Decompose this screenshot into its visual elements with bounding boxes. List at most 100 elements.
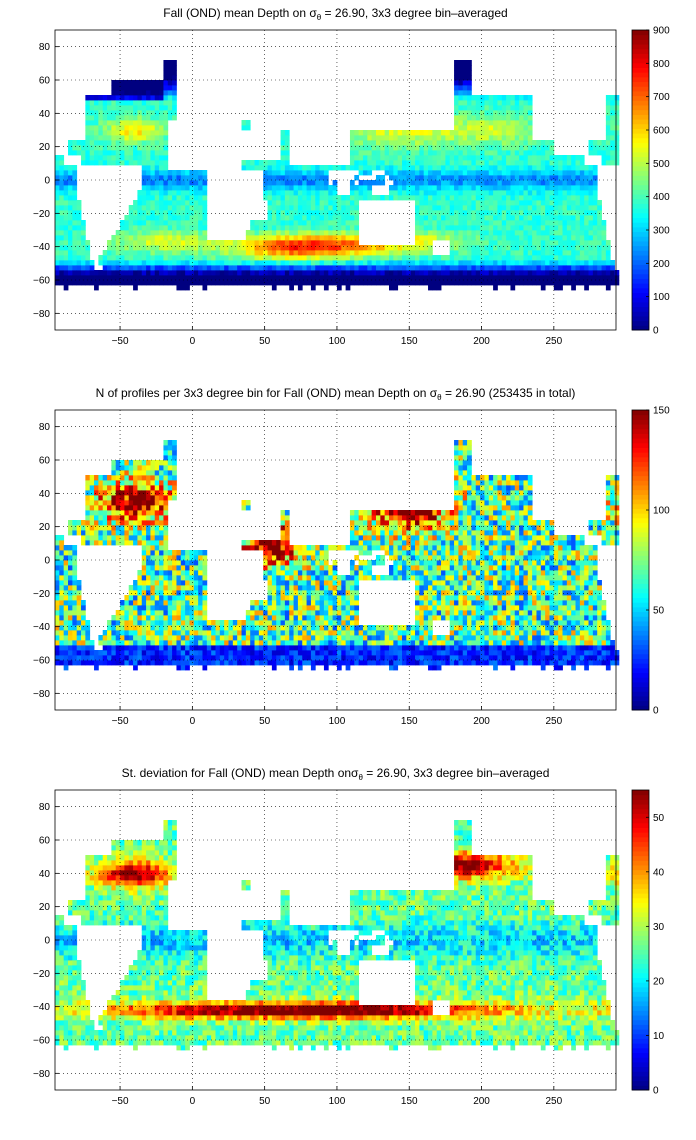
heatmap-cell — [120, 610, 125, 616]
heatmap-cell — [85, 535, 91, 541]
heatmap-cell — [193, 610, 199, 616]
heatmap-cell — [584, 190, 589, 196]
heatmap-cell — [154, 640, 160, 646]
heatmap-cell — [154, 500, 160, 506]
heatmap-cell — [410, 280, 416, 286]
heatmap-cell — [315, 230, 320, 236]
heatmap-cell — [271, 190, 277, 196]
heatmap-cell — [584, 230, 589, 236]
heatmap-cell — [128, 80, 134, 86]
heatmap-cell — [150, 275, 156, 281]
heatmap-cell — [215, 270, 221, 276]
colorbar-segment — [632, 306, 649, 312]
heatmap-cell — [445, 180, 451, 186]
heatmap-cell — [467, 60, 472, 66]
heatmap-cell — [462, 180, 468, 186]
heatmap-cell — [280, 215, 286, 221]
heatmap-cell — [128, 215, 134, 221]
heatmap-cell — [575, 280, 581, 286]
heatmap-cell — [323, 165, 329, 171]
heatmap-cell — [159, 545, 164, 551]
heatmap-cell — [458, 180, 464, 186]
heatmap-cell — [549, 270, 555, 276]
heatmap-cell — [59, 635, 65, 641]
heatmap-cell — [68, 230, 73, 236]
heatmap-cell — [284, 205, 290, 211]
heatmap-cell — [280, 240, 286, 246]
heatmap-cell — [245, 165, 251, 171]
heatmap-cell — [59, 610, 65, 616]
heatmap-cell — [614, 95, 620, 101]
heatmap-cell — [532, 225, 537, 231]
heatmap-cell — [124, 620, 130, 626]
heatmap-cell — [263, 225, 268, 231]
heatmap-cell — [592, 270, 598, 276]
heatmap-cell — [263, 610, 268, 616]
heatmap-cell — [423, 220, 429, 226]
heatmap-cell — [592, 140, 598, 146]
heatmap-cell — [102, 120, 108, 126]
heatmap-cell — [310, 265, 316, 271]
heatmap-cell — [72, 185, 78, 191]
heatmap-cell — [410, 195, 416, 201]
heatmap-cell — [332, 275, 338, 281]
heatmap-cell — [224, 240, 229, 246]
heatmap-cell — [172, 480, 177, 486]
heatmap-cell — [137, 120, 143, 126]
heatmap-cell — [167, 260, 173, 266]
heatmap-cell — [276, 250, 281, 256]
heatmap-cell — [72, 190, 78, 196]
heatmap-cell — [584, 270, 589, 276]
heatmap-cell — [163, 580, 169, 586]
heatmap-cell — [402, 155, 407, 161]
heatmap-cell — [180, 245, 186, 251]
heatmap-cell — [341, 275, 347, 281]
heatmap-cell — [601, 245, 607, 251]
heatmap-cell — [423, 165, 429, 171]
heatmap-cell — [154, 220, 160, 226]
heatmap-cell — [488, 275, 494, 281]
heatmap-cell — [480, 105, 485, 111]
heatmap-cell — [284, 265, 290, 271]
heatmap-cell — [332, 220, 338, 226]
heatmap-cell — [146, 190, 151, 196]
heatmap-cell — [501, 225, 507, 231]
heatmap-cell — [540, 165, 546, 171]
heatmap-cell — [562, 160, 568, 166]
heatmap-cell — [458, 250, 464, 256]
heatmap-cell — [154, 520, 160, 526]
heatmap-cell — [150, 155, 156, 161]
heatmap-cell — [293, 635, 299, 641]
heatmap-cell — [172, 630, 177, 636]
heatmap-cell — [94, 510, 99, 516]
heatmap-cell — [553, 180, 559, 186]
heatmap-cell — [250, 270, 255, 276]
heatmap-cell — [76, 625, 82, 631]
heatmap-cell — [406, 160, 412, 166]
heatmap-cell — [458, 280, 464, 286]
heatmap-cell — [475, 270, 481, 276]
heatmap-cell — [293, 555, 299, 561]
heatmap-cell — [306, 260, 312, 266]
heatmap-cell — [167, 190, 173, 196]
heatmap-cell — [167, 560, 173, 566]
heatmap-cell — [462, 155, 468, 161]
heatmap-cell — [406, 260, 412, 266]
heatmap-cell — [332, 190, 338, 196]
heatmap-cell — [297, 280, 303, 286]
heatmap-cell — [68, 235, 73, 241]
heatmap-cell — [150, 120, 156, 126]
heatmap-cell — [185, 190, 190, 196]
heatmap-cell — [215, 260, 221, 266]
heatmap-cell — [506, 175, 511, 181]
heatmap-cell — [415, 195, 420, 201]
heatmap-cell — [519, 275, 524, 281]
heatmap-cell — [124, 260, 130, 266]
heatmap-cell — [323, 215, 329, 221]
heatmap-cell — [514, 130, 520, 136]
heatmap-cell — [150, 490, 156, 496]
heatmap-cell — [72, 580, 78, 586]
heatmap-cell — [172, 80, 177, 86]
heatmap-cell — [141, 635, 147, 641]
heatmap-cell — [540, 185, 546, 191]
